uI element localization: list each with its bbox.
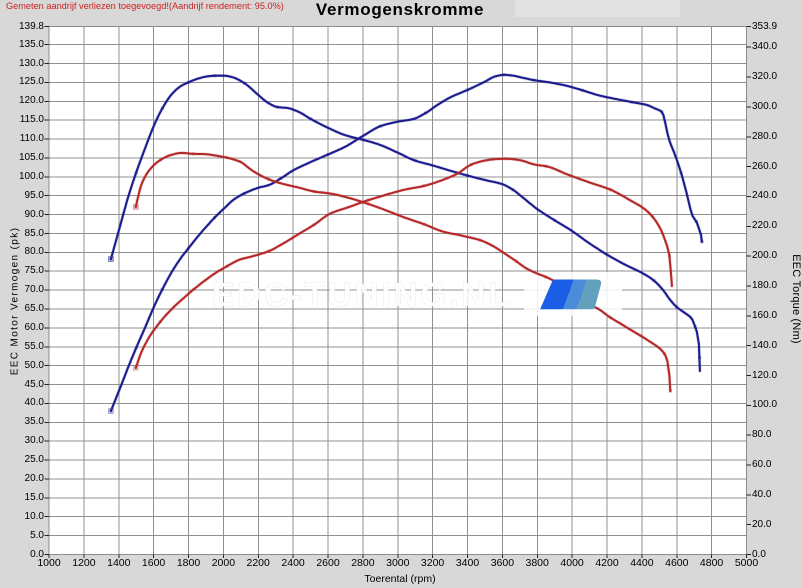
svg-text:EDC-TUNING.NL: EDC-TUNING.NL [212, 276, 511, 313]
